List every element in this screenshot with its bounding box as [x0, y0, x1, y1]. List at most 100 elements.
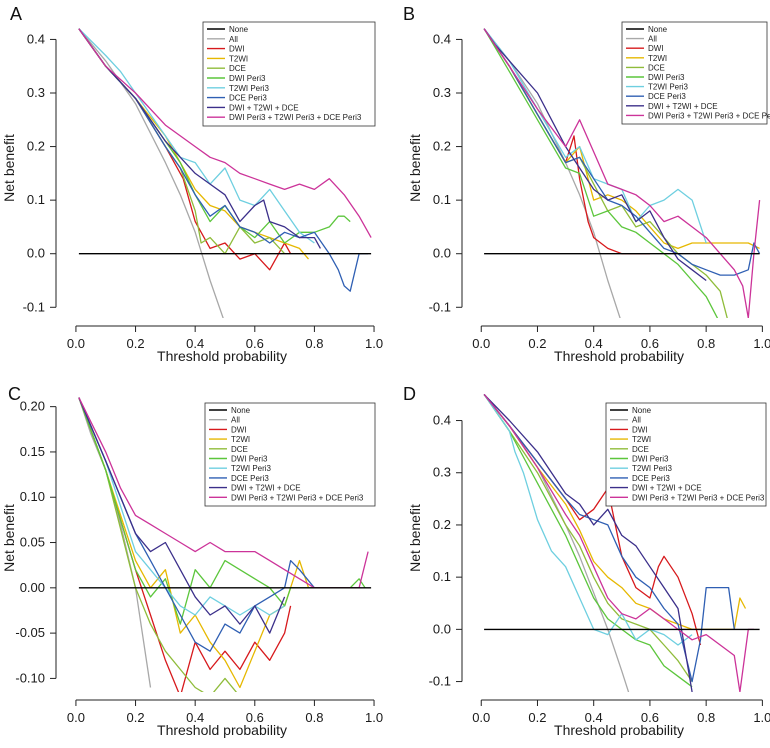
y-axis-label: Net benefit: [407, 134, 423, 202]
series-line-all: [483, 28, 621, 318]
x-tick-label: 0.4: [585, 710, 603, 725]
y-tick-label: 0.0: [433, 621, 451, 636]
x-axis-label: Threshold probability: [554, 348, 684, 364]
x-axis-label: Threshold probability: [157, 348, 287, 364]
panel-b: B0.0 0.2 0.4 0.6 0.8 1.0-0.10.00.10.20.30.4Th…: [403, 4, 770, 364]
y-tick-label: 0.0: [433, 246, 451, 261]
y-tick-label: 0.4: [433, 413, 451, 428]
series-group: [78, 28, 372, 318]
legend-label-dce: DCE: [229, 64, 246, 73]
legend-label-dwi-t2wi-dce: DWI + T2WI + DCE: [229, 103, 299, 112]
y-tick-label: 0.3: [433, 465, 451, 480]
legend-label-dwi-peri3-t2wi-peri3-dce-peri3: DWI Peri3 + T2WI Peri3 + DCE Peri3: [231, 493, 364, 502]
y-tick-label: 0.1: [433, 192, 451, 207]
x-tick-label: 0.6: [246, 336, 264, 351]
x-tick-label: 0.0: [67, 710, 85, 725]
series-group: [483, 393, 760, 692]
legend-box: [621, 21, 768, 125]
legend-label-dwi-peri3: DWI Peri3: [231, 455, 268, 464]
x-tick-label: 1.0: [365, 336, 383, 351]
legend-label-dce: DCE: [648, 63, 665, 72]
x-tick-label: 1.0: [753, 336, 770, 351]
x-tick-label: 0.8: [697, 710, 715, 725]
legend-label-none: None: [229, 25, 249, 34]
y-tick-label: 0.15: [20, 444, 45, 459]
series-line-dce: [78, 397, 238, 692]
series-line-dce-peri3: [78, 28, 369, 292]
series-line-dwi: [78, 397, 292, 692]
y-tick-label: 0.0: [27, 246, 45, 261]
legend-label-dce-peri3: DCE Peri3: [231, 474, 269, 483]
series-line-dwi-t2wi-dce: [78, 397, 286, 634]
x-tick-label: 0.6: [641, 336, 659, 351]
x-tick-label: 0.0: [472, 336, 490, 351]
legend-label-dwi-peri3: DWI Peri3: [648, 73, 685, 82]
legend-label-t2wi-peri3: T2WI Peri3: [632, 464, 673, 473]
x-tick-label: 1.0: [753, 710, 770, 725]
y-tick-label: -0.1: [23, 299, 45, 314]
legend-label-dce: DCE: [231, 445, 248, 454]
x-tick-label: 0.4: [186, 336, 204, 351]
legend-box: [204, 402, 376, 507]
legend-label-t2wi: T2WI: [231, 435, 250, 444]
y-tick-label: -0.05: [15, 625, 45, 640]
panel-label: B: [403, 4, 415, 24]
x-tick-label: 0.0: [67, 336, 85, 351]
y-tick-label: 0.3: [433, 85, 451, 100]
panel-label: C: [8, 384, 21, 404]
series-line-dwi-peri3-t2wi-peri3-dce-peri3: [78, 28, 372, 238]
x-tick-label: 0.0: [472, 710, 490, 725]
legend-label-t2wi: T2WI: [229, 54, 248, 63]
legend-label-dwi-t2wi-dce: DWI + T2WI + DCE: [231, 484, 301, 493]
legend-label-dwi: DWI: [231, 425, 247, 434]
x-axis-label: Threshold probability: [157, 722, 287, 738]
legend-label-dce-peri3: DCE Peri3: [229, 94, 267, 103]
legend-label-all: All: [648, 35, 657, 44]
panel-d: D0.0 0.2 0.4 0.6 0.8 1.0-0.10.00.10.20.30.4Th…: [403, 384, 770, 738]
y-tick-label: 0.1: [27, 192, 45, 207]
legend-label-t2wi-peri3: T2WI Peri3: [648, 83, 689, 92]
y-tick-label: 0.4: [27, 31, 45, 46]
legend-label-dwi-peri3: DWI Peri3: [632, 455, 669, 464]
x-tick-label: 0.6: [246, 710, 264, 725]
x-tick-label: 0.2: [528, 710, 546, 725]
y-tick-label: 0.00: [20, 580, 45, 595]
legend-label-dwi: DWI: [648, 44, 664, 53]
legend-label-none: None: [648, 25, 668, 34]
x-axis-label: Threshold probability: [554, 722, 684, 738]
y-tick-label: 0.05: [20, 535, 45, 550]
x-tick-label: 0.8: [305, 710, 323, 725]
series-line-dwi-peri3-t2wi-peri3-dce-peri3: [483, 28, 761, 318]
x-tick-label: 0.6: [641, 710, 659, 725]
x-tick-label: 0.2: [127, 710, 145, 725]
y-tick-label: -0.10: [15, 670, 45, 685]
x-tick-label: 0.4: [585, 336, 603, 351]
panel-a: A0.0 0.2 0.4 0.6 0.8 1.0-0.10.00.10.20.30.4Th…: [1, 4, 383, 364]
legend-label-dwi-peri3-t2wi-peri3-dce-peri3: DWI Peri3 + T2WI Peri3 + DCE Peri3: [632, 493, 765, 502]
series-line-dwi-t2wi-dce: [483, 28, 707, 282]
legend-label-dwi-peri3-t2wi-peri3-dce-peri3: DWI Peri3 + T2WI Peri3 + DCE Peri3: [229, 113, 362, 122]
legend-label-t2wi: T2WI: [632, 435, 651, 444]
series-line-dwi-peri3: [483, 28, 719, 318]
legend-label-t2wi-peri3: T2WI Peri3: [229, 84, 270, 93]
legend-box: [605, 402, 767, 507]
series-line-t2wi-peri3: [483, 394, 693, 646]
series-line-dwi-t2wi-dce: [78, 28, 321, 249]
series-line-dce-peri3: [483, 393, 735, 683]
y-tick-label: -0.1: [429, 674, 451, 689]
y-axis-label: Net benefit: [1, 134, 17, 202]
y-tick-label: 0.3: [27, 85, 45, 100]
legend-label-all: All: [632, 416, 641, 425]
legend-label-dce: DCE: [632, 445, 649, 454]
y-axis-label: Net benefit: [407, 504, 423, 572]
series-line-all: [78, 397, 152, 688]
legend-label-dwi: DWI: [632, 425, 648, 434]
legend-label-dwi-peri3-t2wi-peri3-dce-peri3: DWI Peri3 + T2WI Peri3 + DCE Peri3: [648, 111, 770, 120]
legend-label-dce-peri3: DCE Peri3: [632, 474, 670, 483]
x-tick-label: 0.2: [528, 336, 546, 351]
series-line-dwi-t2wi-dce: [483, 393, 693, 692]
